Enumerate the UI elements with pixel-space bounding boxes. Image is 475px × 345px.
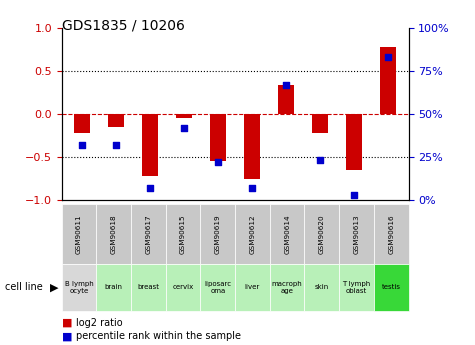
- Bar: [346, 114, 362, 170]
- FancyBboxPatch shape: [62, 204, 96, 264]
- Text: GSM90611: GSM90611: [76, 214, 82, 254]
- Text: GSM90617: GSM90617: [145, 214, 152, 254]
- Text: ■: ■: [62, 332, 72, 341]
- FancyBboxPatch shape: [374, 204, 408, 264]
- Bar: [108, 114, 124, 127]
- Text: GSM90612: GSM90612: [249, 214, 256, 254]
- Point: [248, 185, 256, 191]
- Point: [78, 142, 86, 148]
- Text: GSM90619: GSM90619: [215, 214, 221, 254]
- Text: log2 ratio: log2 ratio: [76, 318, 123, 327]
- Text: ■: ■: [62, 318, 72, 327]
- Point: [146, 185, 154, 191]
- Text: GSM90613: GSM90613: [353, 214, 360, 254]
- Text: breast: breast: [137, 284, 160, 290]
- Point: [180, 125, 188, 130]
- FancyBboxPatch shape: [304, 204, 339, 264]
- FancyBboxPatch shape: [339, 264, 374, 310]
- FancyBboxPatch shape: [131, 204, 166, 264]
- Text: cervix: cervix: [172, 284, 194, 290]
- Text: GDS1835 / 10206: GDS1835 / 10206: [62, 19, 185, 33]
- Text: GSM90618: GSM90618: [111, 214, 117, 254]
- Point: [350, 192, 358, 198]
- FancyBboxPatch shape: [235, 204, 270, 264]
- FancyBboxPatch shape: [374, 264, 408, 310]
- Bar: [313, 114, 328, 133]
- Text: brain: brain: [105, 284, 123, 290]
- Bar: [177, 114, 192, 118]
- FancyBboxPatch shape: [96, 264, 131, 310]
- Text: GSM90614: GSM90614: [284, 214, 290, 254]
- Text: percentile rank within the sample: percentile rank within the sample: [76, 332, 241, 341]
- FancyBboxPatch shape: [200, 264, 235, 310]
- Text: T lymph
oblast: T lymph oblast: [342, 281, 370, 294]
- FancyBboxPatch shape: [62, 264, 96, 310]
- Bar: [142, 114, 158, 176]
- Text: GSM90620: GSM90620: [319, 214, 325, 254]
- FancyBboxPatch shape: [200, 204, 235, 264]
- FancyBboxPatch shape: [304, 264, 339, 310]
- FancyBboxPatch shape: [131, 264, 166, 310]
- Bar: [380, 47, 396, 114]
- Text: cell line: cell line: [5, 283, 42, 292]
- Text: liver: liver: [245, 284, 260, 290]
- FancyBboxPatch shape: [270, 264, 304, 310]
- Bar: [210, 114, 226, 161]
- FancyBboxPatch shape: [339, 204, 374, 264]
- FancyBboxPatch shape: [235, 264, 270, 310]
- Point: [316, 158, 324, 163]
- Text: GSM90616: GSM90616: [388, 214, 394, 254]
- Text: ▶: ▶: [50, 283, 59, 292]
- Bar: [75, 114, 90, 133]
- Point: [113, 142, 120, 148]
- FancyBboxPatch shape: [270, 204, 304, 264]
- Text: testis: testis: [382, 284, 401, 290]
- Text: GSM90615: GSM90615: [180, 214, 186, 254]
- Text: macroph
age: macroph age: [272, 281, 303, 294]
- Text: liposarc
oma: liposarc oma: [204, 281, 231, 294]
- Text: B lymph
ocyte: B lymph ocyte: [65, 281, 94, 294]
- FancyBboxPatch shape: [166, 264, 200, 310]
- FancyBboxPatch shape: [96, 204, 131, 264]
- Point: [384, 54, 392, 60]
- Point: [282, 82, 290, 87]
- Point: [214, 159, 222, 165]
- Bar: [245, 114, 260, 179]
- Bar: [278, 86, 294, 114]
- Text: skin: skin: [315, 284, 329, 290]
- FancyBboxPatch shape: [166, 204, 200, 264]
